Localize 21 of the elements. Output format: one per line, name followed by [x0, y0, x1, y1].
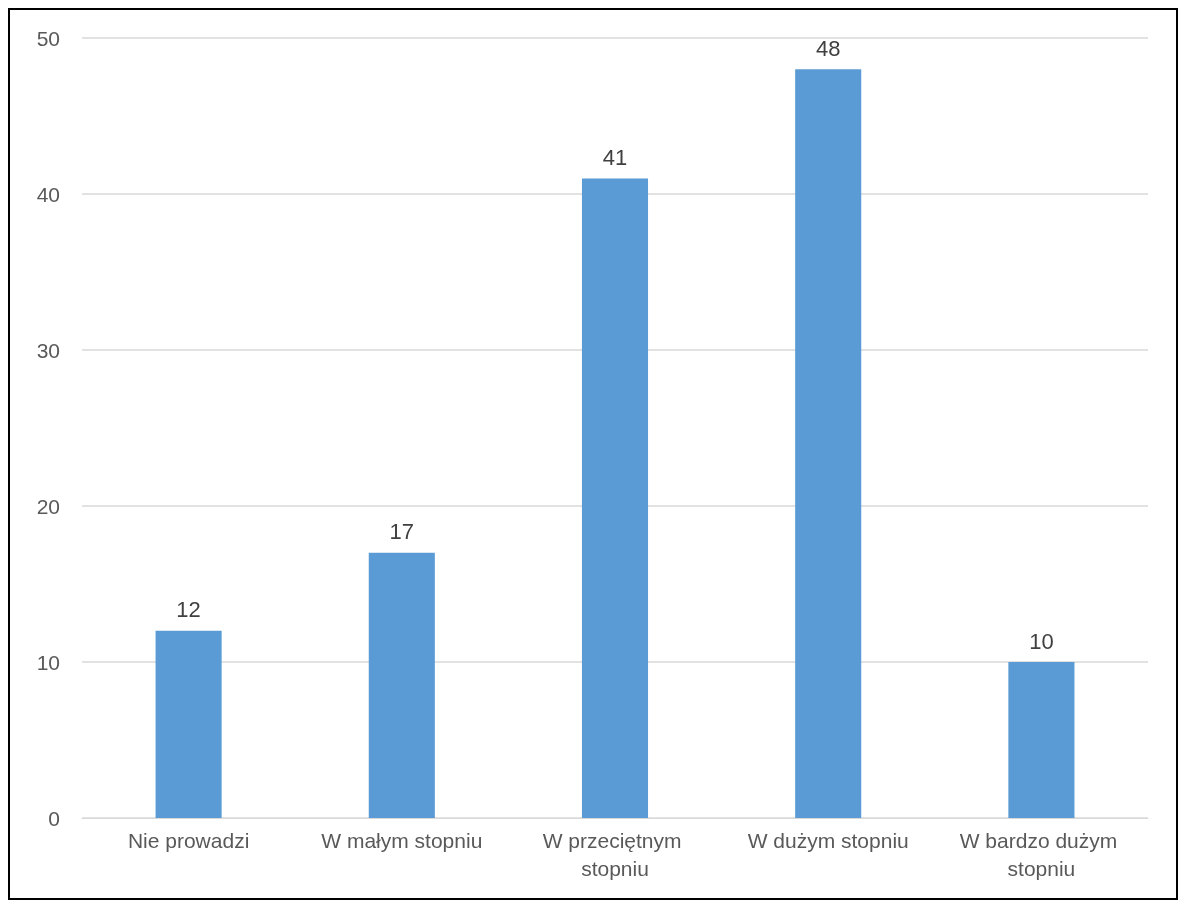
y-tick-label: 20 [36, 494, 60, 518]
x-tick-label: W małym stopniu [321, 828, 483, 852]
y-tick-label: 50 [36, 26, 60, 50]
x-tick-label: W przeciętnym stopniu [542, 828, 688, 880]
bar [581, 178, 649, 818]
bar [368, 552, 435, 818]
data-label: 48 [815, 35, 841, 61]
x-tick-label: W bardzo dużym stopniu [959, 828, 1124, 880]
x-tick-label: Nie prowadzi [127, 828, 250, 852]
data-label: 41 [602, 144, 628, 170]
y-tick-label: 0 [48, 806, 60, 830]
y-tick-label: 40 [36, 182, 60, 206]
bar [1008, 662, 1075, 818]
bar [795, 69, 862, 818]
y-tick-label: 30 [36, 338, 60, 362]
y-tick-label: 10 [36, 650, 60, 674]
x-tick-label: W dużym stopniu [747, 828, 909, 852]
data-label: 10 [1029, 628, 1054, 654]
bar [155, 630, 222, 818]
data-label: 12 [176, 597, 201, 623]
data-label: 17 [389, 519, 415, 545]
